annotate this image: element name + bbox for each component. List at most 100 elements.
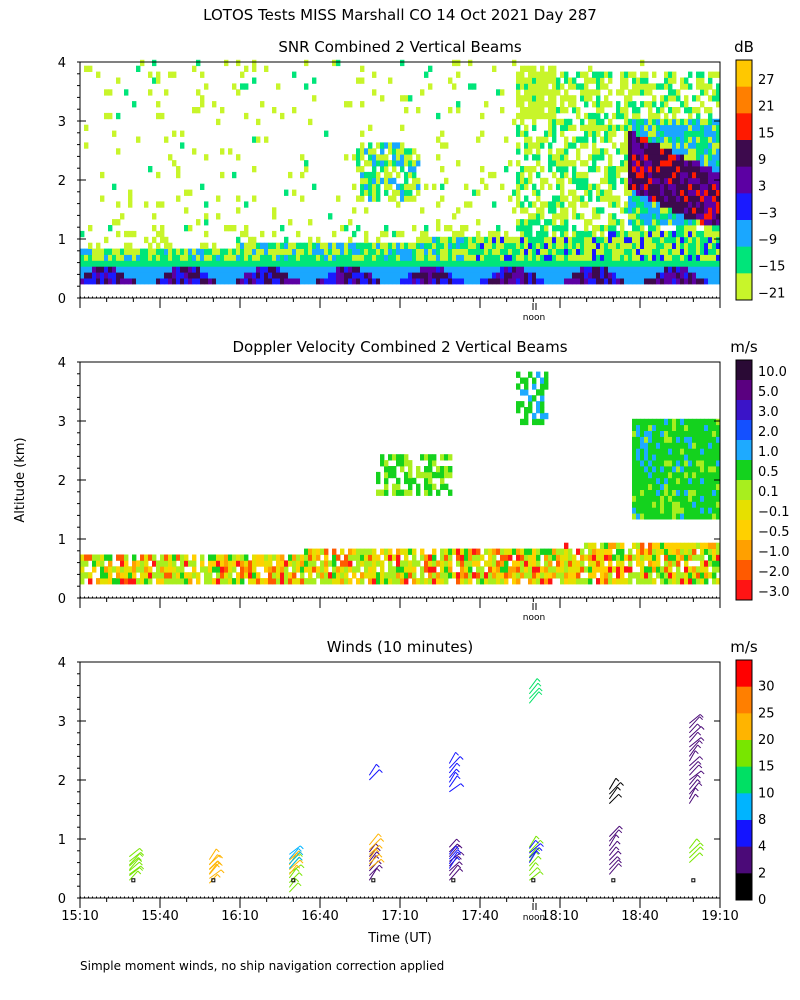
doppler-cell [668,466,673,473]
snr-cell [324,278,329,285]
snr-cell [576,230,581,238]
snr-cell [512,118,517,126]
snr-cell [712,242,717,249]
snr-cell [160,260,165,267]
snr-cell [648,272,653,279]
snr-cell [180,272,185,279]
doppler-cell [652,560,657,567]
snr-cell [712,260,717,267]
snr-cell [560,242,565,249]
doppler-cell [508,566,513,573]
snr-cell [300,266,305,273]
doppler-cell [680,501,685,508]
snr-cell [684,101,689,108]
snr-cell [364,278,369,285]
snr-cell [608,124,613,131]
doppler-cell [80,560,85,567]
snr-cell [320,278,325,285]
doppler-cell [296,554,301,561]
snr-cell [372,183,377,190]
snr-cell [444,177,449,185]
doppler-cell [656,542,661,549]
snr-cell [608,118,613,126]
snr-cell [580,89,585,96]
snr-cell [524,260,529,267]
snr-cell [348,219,353,226]
snr-cell [664,160,669,167]
snr-cell [252,278,257,285]
doppler-cell [544,377,549,384]
doppler-cell [156,572,161,579]
snr-cell [592,71,597,78]
snr-cell [568,260,573,267]
snr-cell [168,248,173,255]
snr-cell [712,124,717,131]
snr-cell [572,201,577,208]
snr-cell [712,213,717,220]
doppler-cell [116,554,121,561]
snr-cell [644,183,649,190]
doppler-cell [652,566,657,573]
doppler-cell [300,566,305,573]
snr-cell [332,272,337,279]
doppler-cell [644,418,649,426]
snr-cell [516,77,521,84]
doppler-cell [680,542,685,549]
snr-cell [484,260,489,267]
doppler-cell [660,466,665,473]
snr-cell [528,101,533,108]
snr-cell [520,236,525,244]
doppler-cell [676,466,681,473]
doppler-cell [656,507,661,514]
doppler-cell [548,548,553,555]
snr-cell [476,254,481,261]
doppler-cell [652,483,657,490]
snr-cell [100,266,105,273]
snr-cell [316,236,321,244]
snr-cell [380,95,385,102]
doppler-cell [148,554,153,561]
doppler-cell [384,572,389,579]
snr-cell [108,248,113,255]
snr-cell [448,260,453,267]
snr-cell [704,230,709,238]
snr-cell [348,236,353,244]
doppler-cell [92,560,97,567]
doppler-cell [660,566,665,573]
snr-cell [412,171,417,179]
snr-cell [468,254,473,261]
doppler-cell [504,554,509,561]
doppler-cell [708,471,713,479]
snr-cell [560,207,565,214]
doppler-cell [516,383,521,390]
snr-cell [640,136,645,143]
snr-cell [540,254,545,261]
snr-cell [576,83,581,90]
snr-cell [680,177,685,185]
snr-cell [648,225,653,232]
snr-cell [196,59,201,67]
snr-cell [504,260,509,267]
snr-cell [684,242,689,249]
snr-cell [128,260,133,267]
doppler-cell [100,566,105,573]
doppler-cell [124,560,129,567]
snr-cell [320,248,325,255]
snr-cell [392,160,397,167]
doppler-cell [164,554,169,561]
doppler-cell [212,578,217,585]
snr-cell [544,242,549,249]
doppler-cell [636,418,641,426]
snr-cell [624,148,629,155]
snr-cell [404,95,409,102]
snr-cell [496,278,501,285]
snr-cell [176,266,181,273]
snr-cell [412,254,417,261]
doppler-cell [664,477,669,485]
y-tick-label: 4 [58,56,66,71]
doppler-cell [632,483,637,490]
snr-cell [560,248,565,255]
snr-cell [708,207,713,214]
snr-cell [360,189,365,196]
snr-cell [640,59,645,67]
